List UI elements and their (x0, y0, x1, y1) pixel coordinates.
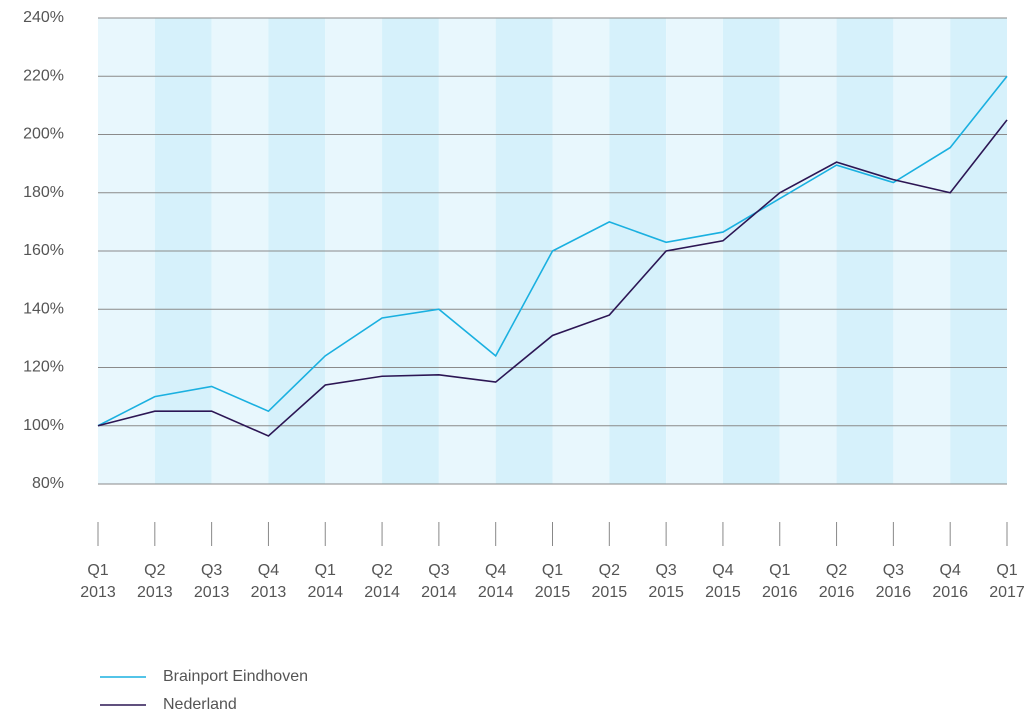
x-tick-label: Q3 2013 (193, 562, 230, 601)
x-tick-label: Q3 2016 (875, 562, 912, 601)
x-tick-label: Q2 2014 (364, 562, 400, 601)
x-tick-label: Q4 2013 (250, 562, 287, 601)
y-tick-label: 80% (32, 475, 64, 492)
x-tick-label: Q1 2014 (307, 562, 344, 601)
y-tick-label: 140% (23, 300, 64, 317)
legend-label: Nederland (163, 696, 237, 713)
y-tick-label: 100% (23, 417, 64, 434)
x-tick-label: Q3 2015 (648, 562, 684, 601)
line (97, 75, 1008, 427)
y-tick-label: 200% (23, 126, 64, 143)
x-tick-label: Q3 2014 (421, 562, 457, 601)
x-tick-label: Q1 2016 (761, 562, 798, 601)
y-tick-label: 220% (23, 67, 64, 84)
x-tick-label: Q4 2014 (477, 562, 514, 601)
x-tick-label: Q1 2015 (534, 562, 571, 601)
y-tick-label: 180% (23, 184, 64, 201)
x-tick-label: Q2 2013 (137, 562, 173, 601)
x-tick-label: Q2 2016 (818, 562, 855, 601)
legend-label: Brainport Eindhoven (163, 668, 308, 685)
x-tick-label: Q1 2013 (80, 562, 116, 601)
x-tick-label: Q4 2015 (705, 562, 741, 601)
line (97, 119, 1008, 437)
x-tick-label: Q2 2015 (591, 562, 628, 601)
y-tick-label: 120% (23, 359, 64, 376)
x-tick-label: Q1 2017 (989, 562, 1025, 601)
x-tick-label: Q4 2016 (932, 562, 968, 601)
y-tick-label: 240% (23, 9, 64, 26)
y-tick-label: 160% (23, 242, 64, 259)
